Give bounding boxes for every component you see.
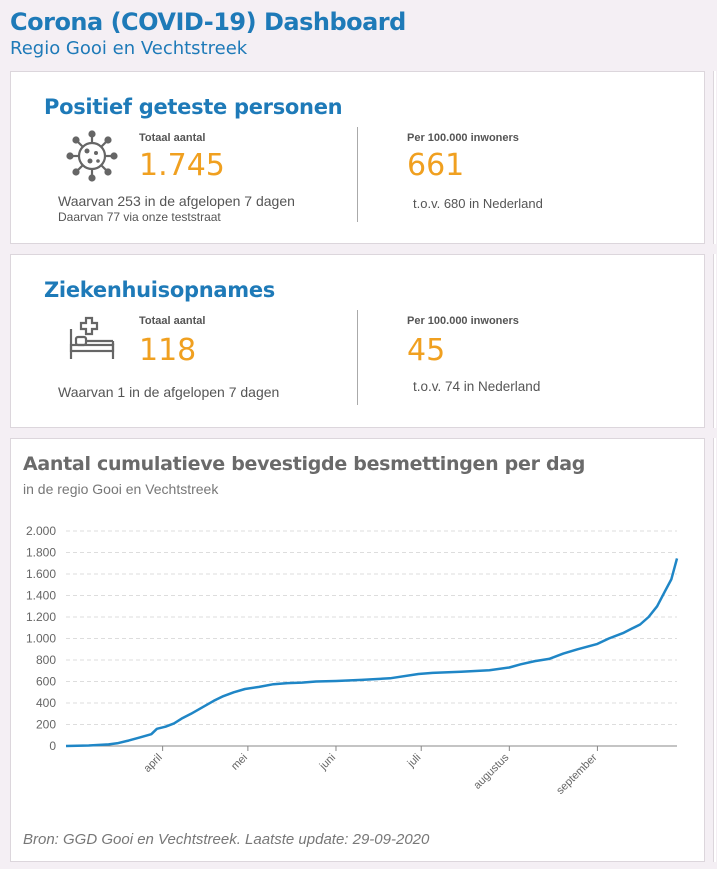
x-tick-label: mei	[229, 752, 250, 773]
hospital-bed-icon	[66, 315, 118, 361]
positive-tests-card: Positief geteste personen Totaal aantal …	[10, 71, 705, 244]
y-tick-label: 1.200	[26, 610, 56, 624]
card-edge	[713, 254, 716, 428]
page-title: Corona (COVID-19) Dashboard	[10, 8, 406, 36]
hospital-per-label: Per 100.000 inwoners	[407, 315, 519, 327]
positive-note-7days: Waarvan 253 in de afgelopen 7 dagen	[58, 193, 295, 209]
y-tick-label: 0	[49, 739, 56, 753]
y-tick-label: 200	[36, 718, 56, 732]
y-tick-label: 1.800	[26, 546, 56, 560]
positive-tests-title: Positief geteste personen	[44, 95, 343, 119]
chart-subtitle: in de regio Gooi en Vechtstreek	[23, 481, 219, 497]
chart-source: Bron: GGD Gooi en Vechtstreek. Laatste u…	[23, 831, 430, 848]
cumulative-infections-chart: 0 200 400 600 800 1.000 1.200 1.400 1.600 1.800 2.…	[26, 524, 679, 797]
chart-title: Aantal cumulatieve bevestigde besmetting…	[23, 453, 586, 475]
positive-total-label: Totaal aantal	[139, 132, 206, 144]
x-tick-label: september	[554, 751, 599, 796]
divider	[357, 310, 358, 405]
x-tick-label: april	[142, 752, 165, 775]
x-tick-label: juni	[317, 752, 338, 773]
y-tick-label: 400	[36, 696, 56, 710]
positive-per-note: t.o.v. 680 in Nederland	[413, 196, 543, 211]
hospital-title: Ziekenhuisopnames	[44, 278, 275, 302]
hospital-total-label: Totaal aantal	[139, 315, 206, 327]
hospital-card: Ziekenhuisopnames Totaal aantal 118 Waar…	[10, 254, 705, 428]
y-tick-label: 1.600	[26, 567, 56, 581]
positive-total-value: 1.745	[139, 148, 225, 183]
virus-icon	[66, 130, 118, 182]
hospital-note-7days: Waarvan 1 in de afgelopen 7 dagen	[58, 384, 280, 400]
hospital-per-value: 45	[407, 333, 446, 368]
chart-card: Aantal cumulatieve bevestigde besmetting…	[10, 438, 705, 862]
positive-per-value: 661	[407, 148, 465, 183]
divider	[357, 127, 358, 222]
x-tick-label: juli	[405, 752, 424, 771]
y-tick-label: 1.000	[26, 632, 56, 646]
page-subtitle: Regio Gooi en Vechtstreek	[10, 38, 248, 59]
positive-note-teststraat: Daarvan 77 via onze teststraat	[58, 210, 221, 224]
series-line	[65, 558, 679, 748]
hospital-per-note: t.o.v. 74 in Nederland	[413, 379, 541, 394]
y-tick-label: 600	[36, 675, 56, 689]
y-tick-label: 1.400	[26, 589, 56, 603]
x-tick-label: augustus	[471, 751, 511, 791]
card-edge	[713, 438, 716, 862]
card-edge	[713, 71, 716, 244]
y-tick-label: 2.000	[26, 524, 56, 538]
hospital-total-value: 118	[139, 333, 197, 368]
y-tick-label: 800	[36, 653, 56, 667]
positive-per-label: Per 100.000 inwoners	[407, 132, 519, 144]
